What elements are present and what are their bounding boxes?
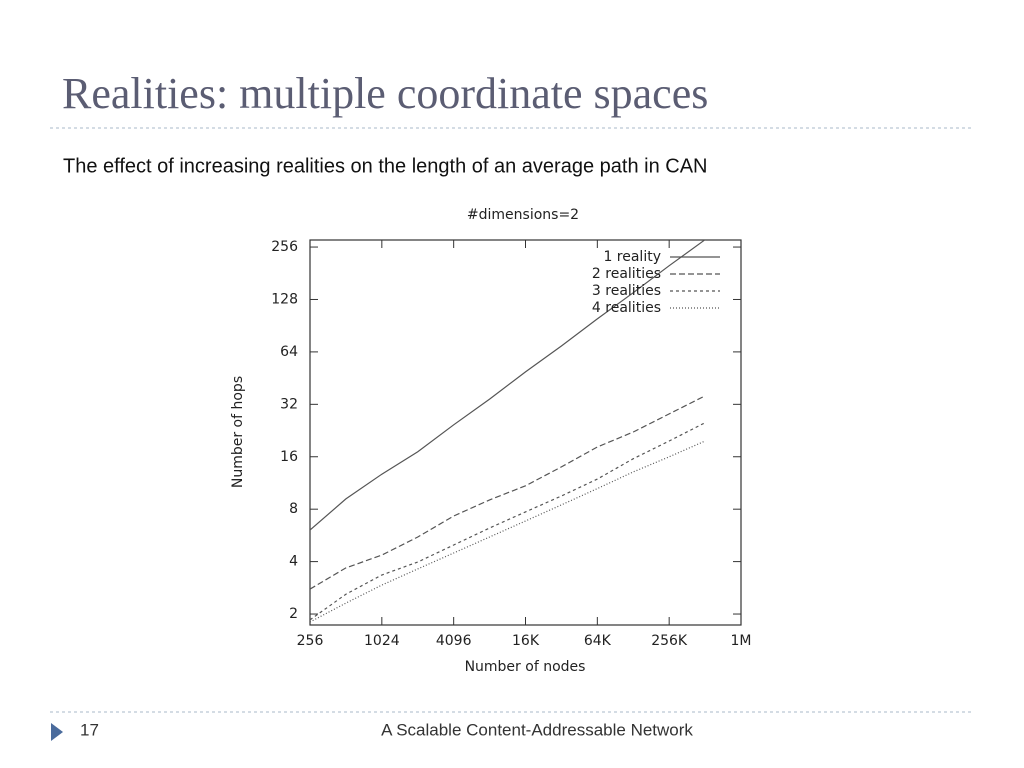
y-tick-label: 64: [280, 344, 298, 360]
x-tick-label: 16K: [512, 633, 540, 649]
slide-title: Realities: multiple coordinate spaces: [62, 69, 708, 118]
series-line: [310, 240, 706, 531]
legend-label: 1 reality: [603, 249, 661, 265]
y-tick-label: 8: [289, 501, 298, 517]
x-tick-label: 1M: [731, 633, 752, 649]
y-axis-label: Number of hops: [230, 376, 246, 488]
legend-label: 4 realities: [592, 300, 661, 316]
page-number: 17: [80, 720, 99, 739]
footer: A Scalable Content-Addressable Network: [381, 720, 693, 739]
series-line: [310, 422, 706, 621]
slide-subtitle: The effect of increasing realities on th…: [63, 155, 707, 177]
legend-label: 3 realities: [592, 283, 661, 299]
x-axis-label: Number of nodes: [465, 659, 586, 675]
y-tick-label: 16: [280, 449, 298, 465]
bullet-icon: [51, 723, 63, 741]
y-tick-label: 2: [289, 606, 298, 622]
x-tick-label: 64K: [584, 633, 612, 649]
y-tick-label: 32: [280, 396, 298, 412]
series-line: [310, 440, 706, 623]
legend-label: 2 realities: [592, 266, 661, 282]
chart-title: #dimensions=2: [467, 207, 579, 223]
y-tick-label: 128: [271, 291, 298, 307]
series-line: [310, 395, 706, 590]
x-tick-label: 4096: [436, 633, 472, 649]
x-tick-label: 256: [297, 633, 324, 649]
x-tick-label: 1024: [364, 633, 400, 649]
y-tick-label: 256: [271, 239, 298, 255]
y-tick-label: 4: [289, 554, 298, 570]
plot-frame: [309, 239, 742, 626]
x-tick-label: 256K: [651, 633, 688, 649]
